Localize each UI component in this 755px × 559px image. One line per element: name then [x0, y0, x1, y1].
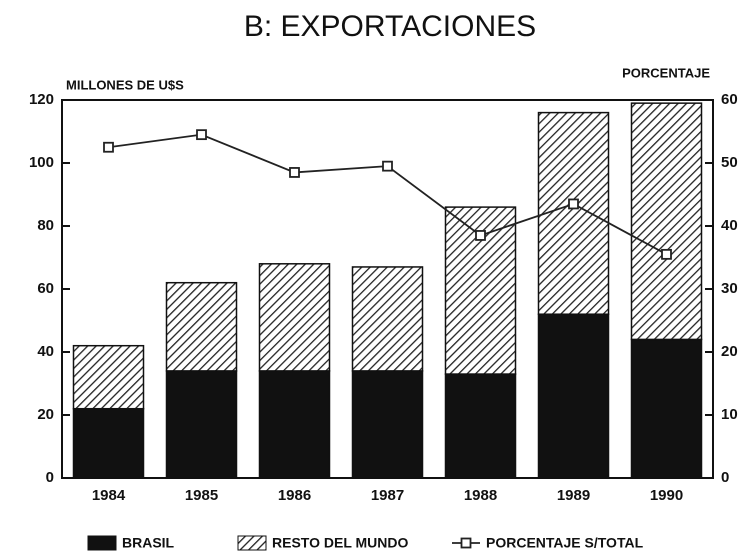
legend-swatch	[237, 535, 267, 551]
legend-label: BRASIL	[122, 535, 175, 551]
legend-marker	[460, 537, 472, 549]
y-tick-label: 20	[37, 406, 54, 423]
y2-tick-label: 50	[721, 154, 738, 171]
line-marker	[196, 129, 207, 141]
y2-tick-label: 0	[721, 469, 729, 486]
y-tick-label: 40	[37, 343, 54, 360]
bar-segment	[258, 263, 331, 372]
y-tick-label: 0	[46, 469, 54, 486]
bar-segment	[351, 370, 424, 479]
bar-segment	[165, 370, 238, 479]
x-tick-label: 1984	[92, 487, 126, 504]
legend-swatch	[87, 535, 117, 551]
bar-segment	[630, 102, 703, 341]
legend-label: RESTO DEL MUNDO	[272, 535, 408, 551]
bar-segment	[537, 111, 610, 315]
line-marker	[103, 141, 114, 153]
x-tick-label: 1985	[185, 487, 218, 504]
bar-segment	[351, 266, 424, 372]
x-tick-label: 1990	[650, 487, 683, 504]
y-tick-label: 60	[37, 280, 54, 297]
line-marker	[661, 248, 672, 260]
line-marker	[289, 167, 300, 178]
x-tick-label: 1989	[557, 487, 590, 504]
line-marker	[382, 160, 393, 172]
bar-segment	[258, 370, 331, 479]
y-tick-label: 80	[37, 217, 54, 234]
bar-segment	[72, 344, 145, 410]
bar-segment	[444, 373, 517, 479]
y2-tick-label: 20	[721, 343, 738, 360]
bar-segment	[630, 338, 703, 479]
line-marker	[568, 198, 579, 210]
x-tick-label: 1988	[464, 487, 497, 504]
y2-tick-label: 10	[721, 406, 738, 423]
bar-segment	[72, 407, 145, 479]
y-axis-label: MILLONES DE U$S	[66, 77, 184, 92]
y-tick-label: 100	[29, 154, 54, 171]
y2-tick-label: 30	[721, 280, 738, 297]
line-marker	[475, 230, 486, 241]
chart-title: B: EXPORTACIONES	[244, 10, 536, 43]
bar-segment	[537, 313, 610, 479]
y2-tick-label: 40	[721, 217, 738, 234]
bar-segment	[165, 281, 238, 372]
x-tick-label: 1987	[371, 487, 404, 504]
y2-axis-label: PORCENTAJE	[622, 65, 710, 80]
x-tick-label: 1986	[278, 487, 311, 504]
y-tick-label: 120	[29, 91, 54, 108]
legend-label: PORCENTAJE S/TOTAL	[486, 535, 644, 551]
y2-tick-label: 60	[721, 91, 738, 108]
